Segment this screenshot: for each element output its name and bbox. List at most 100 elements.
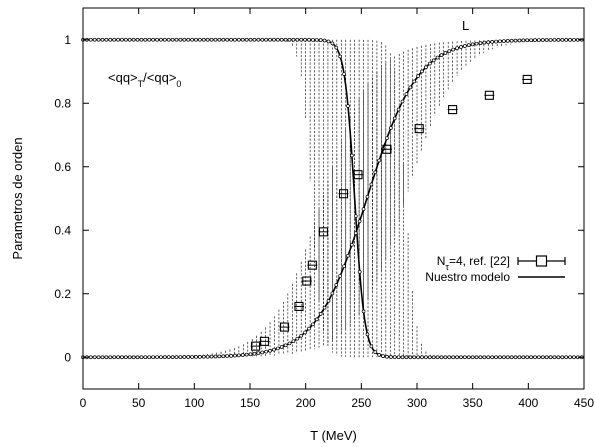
model-marker: [279, 37, 284, 42]
model-marker: [447, 355, 452, 360]
model-marker: [334, 45, 339, 50]
model-marker: [311, 322, 315, 327]
data-point: [352, 170, 363, 180]
model-marker: [486, 355, 491, 360]
model-marker: [92, 37, 97, 42]
model-marker: [131, 355, 136, 360]
model-marker: [318, 38, 323, 42]
square-marker: [338, 189, 349, 199]
model-marker: [233, 37, 237, 42]
model-marker: [314, 317, 319, 322]
y-axis-label: Parametros de orden: [10, 137, 25, 259]
square-marker: [382, 144, 392, 154]
model-marker: [201, 354, 206, 359]
model-marker: [392, 355, 397, 359]
model-marker: [494, 355, 498, 360]
data-points: [250, 74, 533, 351]
model-marker: [439, 53, 444, 57]
model-marker: [509, 38, 514, 43]
legend: Nτ=4, ref. [22] Nuestro modelo: [425, 254, 566, 284]
y-tick-label: 0.4: [54, 223, 71, 237]
model-marker: [427, 61, 432, 66]
model-marker: [400, 355, 405, 360]
model-marker: [482, 355, 487, 360]
model-marker: [198, 37, 202, 42]
model-marker: [311, 37, 315, 42]
square-marker: [302, 276, 312, 286]
x-tick-label: 50: [132, 396, 146, 410]
model-marker: [322, 38, 327, 43]
model-marker: [272, 347, 276, 352]
model-marker: [155, 37, 159, 42]
model-marker: [548, 38, 553, 42]
model-marker: [431, 58, 436, 63]
model-marker: [131, 37, 136, 42]
model-marker: [124, 37, 128, 42]
model-marker: [279, 345, 284, 349]
model-marker: [205, 37, 210, 42]
model-marker: [147, 37, 152, 42]
model-marker: [127, 355, 132, 360]
model-marker: [147, 355, 152, 360]
square-marker: [414, 124, 424, 134]
model-marker: [455, 355, 459, 360]
model-marker: [525, 38, 530, 43]
model-marker: [307, 37, 311, 42]
model-marker: [350, 242, 354, 247]
model-marker: [268, 348, 272, 353]
model-marker: [451, 355, 456, 360]
model-marker: [388, 126, 393, 130]
model-marker: [295, 37, 300, 42]
model-marker: [404, 92, 409, 96]
x-tick-label: 100: [184, 396, 204, 410]
model-marker: [533, 38, 537, 42]
model-marker: [178, 355, 183, 359]
model-marker: [381, 354, 385, 359]
model-marker: [357, 219, 362, 224]
model-marker: [159, 37, 163, 42]
square-marker: [522, 74, 532, 84]
model-marker: [264, 349, 268, 354]
model-marker: [205, 354, 210, 359]
model-marker: [96, 37, 101, 42]
model-marker: [373, 350, 378, 354]
model-marker: [287, 37, 292, 42]
model-marker: [377, 353, 381, 357]
model-marker: [162, 355, 167, 360]
model-marker: [396, 355, 401, 360]
model-marker: [529, 355, 533, 360]
x-tick-label: 300: [407, 396, 427, 410]
model-marker: [346, 253, 350, 258]
model-marker: [353, 214, 358, 218]
model-marker: [229, 354, 233, 358]
model-marker: [466, 355, 471, 360]
model-marker: [213, 37, 218, 42]
model-marker: [521, 355, 526, 360]
model-marker: [240, 353, 245, 357]
model-marker: [338, 54, 343, 59]
model-marker: [190, 355, 194, 359]
model-marker: [490, 355, 494, 360]
model-marker: [104, 355, 109, 360]
model-marker: [182, 355, 187, 359]
model-marker: [490, 40, 494, 44]
model-marker: [194, 37, 198, 42]
model-marker: [498, 39, 502, 44]
model-marker: [544, 38, 549, 42]
model-marker: [540, 355, 545, 360]
model-marker: [135, 37, 140, 42]
model-marker: [330, 291, 335, 296]
model-marker: [283, 37, 288, 42]
model-marker: [275, 37, 280, 42]
panel-label: L: [462, 18, 469, 33]
model-marker: [478, 355, 483, 360]
model-marker: [217, 37, 222, 42]
model-marker: [233, 353, 237, 358]
model-marker: [151, 355, 155, 360]
model-marker: [291, 37, 296, 42]
model-marker: [451, 47, 456, 52]
model-marker: [529, 38, 533, 43]
model-marker: [474, 355, 479, 360]
legend-entry-data: Nτ=4, ref. [22]: [437, 254, 510, 272]
model-marker: [443, 355, 448, 360]
